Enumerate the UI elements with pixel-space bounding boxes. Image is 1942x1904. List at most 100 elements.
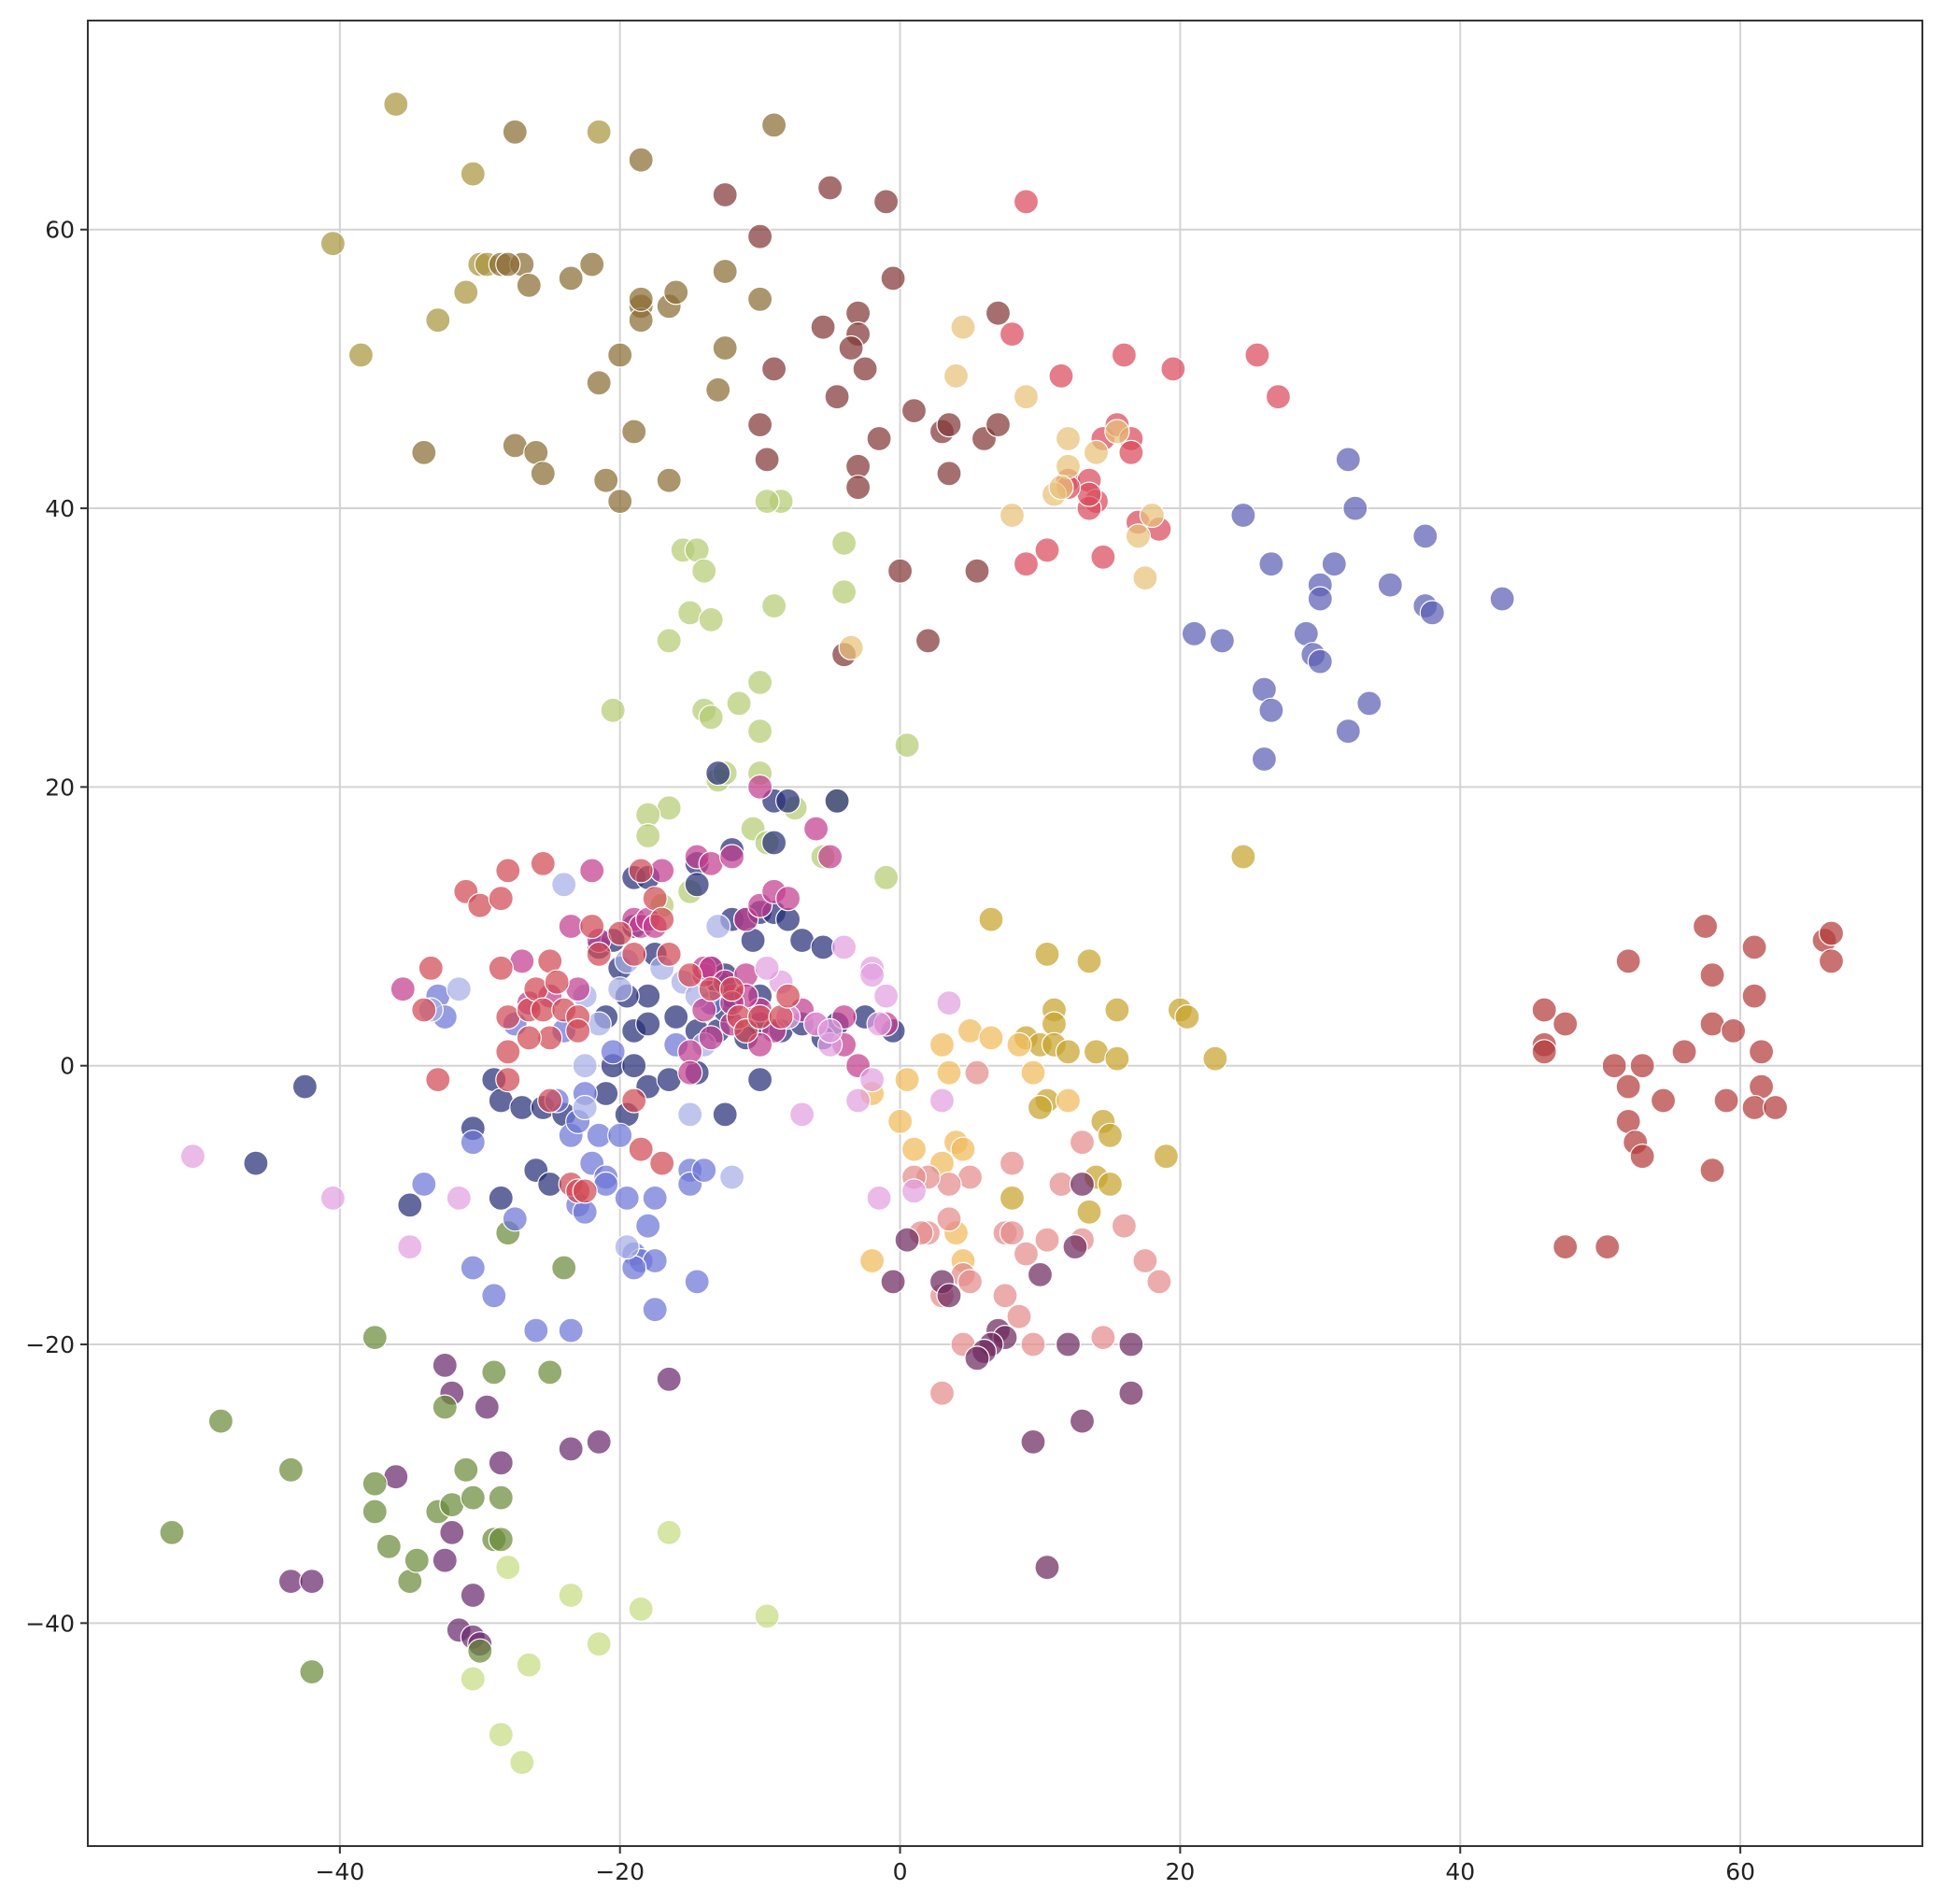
scatter-point xyxy=(1020,1428,1046,1456)
scatter-point xyxy=(1139,502,1166,529)
scatter-point xyxy=(1412,523,1439,549)
scatter-point xyxy=(207,1408,234,1434)
scatter-point xyxy=(460,1582,486,1609)
scatter-point xyxy=(1720,1017,1747,1044)
scatter-point xyxy=(824,788,850,814)
scatter-point xyxy=(418,955,444,981)
scatter-point xyxy=(551,872,577,898)
scatter-point xyxy=(1069,1171,1096,1198)
scatter-point xyxy=(830,578,858,605)
scatter-point xyxy=(635,822,661,849)
scatter-point xyxy=(460,1485,486,1511)
scatter-point xyxy=(684,872,710,898)
scatter-point xyxy=(481,1283,507,1309)
scatter-point xyxy=(914,628,942,654)
scatter-point xyxy=(1307,648,1333,675)
scatter-point xyxy=(964,1059,990,1086)
scatter-point xyxy=(684,1269,710,1295)
scatter-point xyxy=(985,412,1012,438)
scatter-point xyxy=(663,279,689,305)
scatter-point xyxy=(746,412,773,438)
y-tick-label: 0 xyxy=(60,1053,75,1080)
scatter-point xyxy=(886,558,914,584)
scatter-point xyxy=(446,1185,472,1212)
scatter-point xyxy=(712,334,738,362)
scatter-point xyxy=(607,488,633,515)
scatter-point xyxy=(502,119,528,145)
scatter-point xyxy=(754,1603,780,1629)
scatter-point xyxy=(1595,1233,1621,1260)
scatter-point xyxy=(516,272,542,298)
scatter-point xyxy=(1125,523,1152,549)
scatter-point xyxy=(635,1011,661,1037)
scatter-point xyxy=(488,1527,514,1553)
scatter-point xyxy=(1629,1144,1655,1170)
scatter-point xyxy=(718,976,745,1002)
scatter-point xyxy=(760,112,787,138)
scatter-point xyxy=(488,1722,514,1748)
scatter-point xyxy=(746,774,773,801)
scatter-point xyxy=(656,1519,682,1546)
scatter-point xyxy=(481,1359,507,1385)
scatter-point xyxy=(453,1456,479,1483)
scatter-point xyxy=(397,1192,423,1218)
scatter-point xyxy=(957,1269,984,1295)
scatter-point xyxy=(712,258,738,285)
scatter-point xyxy=(607,1122,633,1148)
scatter-point xyxy=(1083,439,1110,465)
scatter-point xyxy=(319,231,346,257)
scatter-point xyxy=(1202,1045,1228,1072)
scatter-point xyxy=(243,1150,269,1176)
scatter-point xyxy=(607,342,633,368)
scatter-point xyxy=(460,1130,486,1156)
scatter-point xyxy=(964,558,990,584)
scatter-point xyxy=(488,1485,514,1511)
scatter-point xyxy=(1104,997,1130,1023)
scatter-point xyxy=(1181,620,1208,647)
scatter-point xyxy=(816,175,843,201)
grid-lines xyxy=(88,21,1922,1846)
scatter-point xyxy=(1090,544,1116,570)
scatter-point xyxy=(656,1366,682,1392)
scatter-point xyxy=(894,732,920,759)
scatter-point xyxy=(502,1206,528,1232)
scatter-point xyxy=(936,412,962,438)
scatter-point xyxy=(718,1164,745,1190)
scatter-point xyxy=(894,1066,920,1093)
scatter-point xyxy=(376,1533,402,1559)
scatter-point xyxy=(397,1233,423,1260)
scatter-point xyxy=(1531,1039,1557,1065)
scatter-point xyxy=(558,1317,584,1343)
scatter-point xyxy=(880,265,906,291)
scatter-point xyxy=(950,1136,976,1162)
scatter-point xyxy=(1034,941,1060,968)
scatter-point xyxy=(760,592,787,619)
scatter-point xyxy=(1601,1053,1627,1079)
scatter-point xyxy=(1741,934,1767,960)
scatter-point xyxy=(1174,1003,1200,1030)
scatter-point xyxy=(900,398,928,424)
scatter-point xyxy=(992,1283,1018,1309)
scatter-point xyxy=(1034,537,1060,563)
scatter-point xyxy=(760,830,787,856)
plot-frame xyxy=(87,20,1923,1847)
scatter-point xyxy=(663,1003,689,1030)
scatter-point xyxy=(705,377,731,403)
scatter-point xyxy=(788,1101,815,1128)
scatter-point xyxy=(746,1066,773,1093)
scatter-point xyxy=(726,690,752,717)
scatter-point xyxy=(838,634,864,661)
y-tick-label: −40 xyxy=(25,1610,75,1637)
scatter-point xyxy=(586,941,612,968)
scatter-point xyxy=(1377,572,1403,598)
axes: −40 −20 0 20 40 60 −40 −20 0 20 40 60 xyxy=(25,20,1923,1885)
scatter-point xyxy=(1104,1045,1130,1072)
scatter-point xyxy=(1342,495,1368,521)
scatter-point xyxy=(1055,1331,1082,1357)
scatter-point xyxy=(712,1101,738,1128)
scatter-point xyxy=(439,1519,465,1546)
scatter-point xyxy=(1104,419,1130,445)
scatter-point xyxy=(900,1178,928,1204)
scatter-point xyxy=(1111,1213,1138,1239)
